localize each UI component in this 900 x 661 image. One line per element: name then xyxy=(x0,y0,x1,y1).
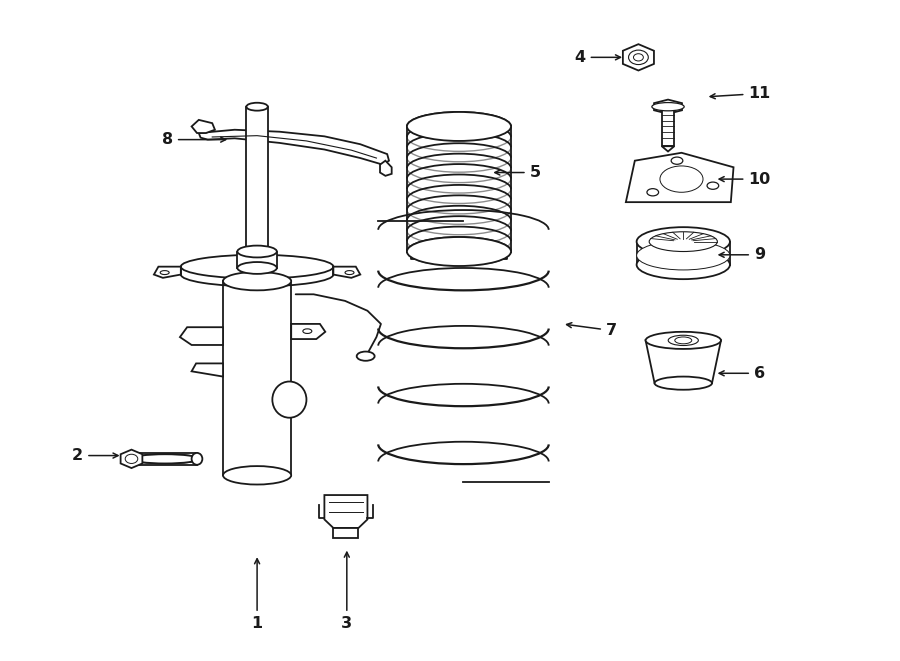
Ellipse shape xyxy=(407,112,511,141)
Polygon shape xyxy=(324,495,367,528)
Polygon shape xyxy=(626,153,734,202)
Ellipse shape xyxy=(654,377,712,390)
Ellipse shape xyxy=(181,254,333,278)
Ellipse shape xyxy=(247,102,268,110)
Ellipse shape xyxy=(238,262,277,274)
Polygon shape xyxy=(238,252,277,268)
Ellipse shape xyxy=(636,227,730,256)
Ellipse shape xyxy=(131,454,199,463)
Polygon shape xyxy=(654,100,682,114)
Ellipse shape xyxy=(273,381,306,418)
Polygon shape xyxy=(154,266,181,278)
Ellipse shape xyxy=(223,272,292,290)
Text: 9: 9 xyxy=(719,247,765,262)
Ellipse shape xyxy=(649,232,717,252)
Polygon shape xyxy=(333,266,360,278)
Polygon shape xyxy=(199,130,389,165)
Ellipse shape xyxy=(238,246,277,257)
Ellipse shape xyxy=(645,332,721,349)
Ellipse shape xyxy=(160,270,169,274)
Ellipse shape xyxy=(345,270,354,274)
Text: 4: 4 xyxy=(574,50,620,65)
Text: 1: 1 xyxy=(251,559,263,631)
Polygon shape xyxy=(645,340,721,383)
Polygon shape xyxy=(662,146,674,151)
Ellipse shape xyxy=(356,352,374,361)
Polygon shape xyxy=(333,528,358,538)
Ellipse shape xyxy=(192,453,202,465)
Text: 5: 5 xyxy=(495,165,541,180)
Ellipse shape xyxy=(636,241,730,270)
Polygon shape xyxy=(139,453,197,465)
Ellipse shape xyxy=(181,262,333,286)
Polygon shape xyxy=(192,364,223,377)
Text: 11: 11 xyxy=(710,86,770,101)
Polygon shape xyxy=(181,266,333,274)
Ellipse shape xyxy=(652,102,684,111)
Polygon shape xyxy=(192,120,215,133)
Text: 7: 7 xyxy=(567,323,617,338)
Ellipse shape xyxy=(125,454,138,463)
Ellipse shape xyxy=(647,188,659,196)
Ellipse shape xyxy=(668,335,698,346)
Polygon shape xyxy=(662,110,674,146)
Polygon shape xyxy=(636,242,730,264)
Ellipse shape xyxy=(628,50,648,65)
Text: 3: 3 xyxy=(341,552,353,631)
Ellipse shape xyxy=(671,157,683,165)
Polygon shape xyxy=(180,327,223,345)
Ellipse shape xyxy=(303,329,311,333)
Text: 10: 10 xyxy=(719,172,770,186)
Polygon shape xyxy=(623,44,654,71)
Polygon shape xyxy=(247,106,268,252)
Ellipse shape xyxy=(660,166,703,192)
Text: 6: 6 xyxy=(719,366,765,381)
Ellipse shape xyxy=(636,251,730,279)
Ellipse shape xyxy=(707,182,719,189)
Ellipse shape xyxy=(223,466,292,485)
Polygon shape xyxy=(223,281,292,475)
Text: 8: 8 xyxy=(162,132,226,147)
Polygon shape xyxy=(292,324,325,339)
Ellipse shape xyxy=(407,237,511,266)
Ellipse shape xyxy=(634,54,643,61)
Polygon shape xyxy=(380,161,392,176)
Ellipse shape xyxy=(675,337,692,344)
Ellipse shape xyxy=(131,454,199,463)
Text: 2: 2 xyxy=(72,448,118,463)
Ellipse shape xyxy=(247,248,268,255)
Ellipse shape xyxy=(668,171,695,187)
Polygon shape xyxy=(121,449,142,468)
